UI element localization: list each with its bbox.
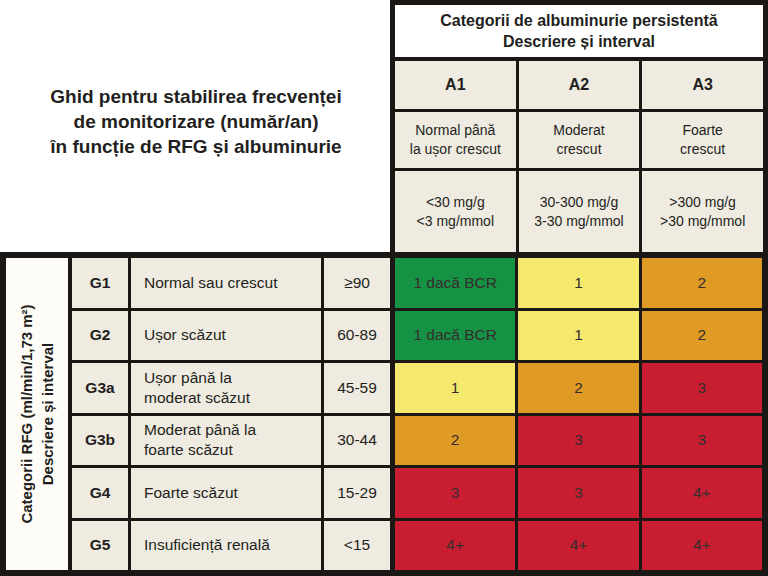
gfr-desc-g5: Insuficiență renală <box>131 521 321 571</box>
heat-cell-g4-a2: 3 <box>518 468 638 518</box>
gfr-code-g3a: G3a <box>72 363 128 413</box>
heat-cell-g2-a2: 1 <box>518 311 638 361</box>
albuminuria-range-a2: 30-300 mg/g 3-30 mg/mmol <box>519 171 640 252</box>
heat-cell-g2-a1: 1 dacă BCR <box>395 311 515 361</box>
albuminuria-header-line1: Categorii de albuminurie persistentă <box>395 10 763 31</box>
heat-cell-g3b-a3: 3 <box>642 416 762 466</box>
gfr-desc-g4: Foarte scăzut <box>131 468 321 518</box>
gfr-desc-g3a: Ușor până la moderat scăzut <box>131 363 321 413</box>
page-title: Ghid pentru stabilirea frecvenței de mon… <box>0 84 392 159</box>
heat-cell-g1-a1: 1 dacă BCR <box>395 258 515 308</box>
gfr-category-grid: G1 Normal sau crescut ≥90 G2 Ușor scăzut… <box>72 258 390 570</box>
gfr-code-g1: G1 <box>72 258 128 308</box>
page-title-line1: Ghid pentru stabilirea frecvenței <box>0 84 392 109</box>
albuminuria-code-a2: A2 <box>519 61 640 109</box>
heat-cell-g5-a3: 4+ <box>642 521 762 571</box>
heat-cell-g2-a3: 2 <box>642 311 762 361</box>
gfr-table: Categorii RFG (ml/min/1,73 m²) Descriere… <box>0 252 768 576</box>
heat-cell-g5-a2: 4+ <box>518 521 638 571</box>
gfr-range-g4: 15-29 <box>324 468 390 518</box>
gfr-code-g5: G5 <box>72 521 128 571</box>
kdigo-monitoring-chart: Ghid pentru stabilirea frecvenței de mon… <box>0 0 768 576</box>
gfr-code-g3b: G3b <box>72 416 128 466</box>
albuminuria-header-table: Categorii de albuminurie persistentă Des… <box>390 0 768 252</box>
gfr-range-g3b: 30-44 <box>324 416 390 466</box>
gfr-desc-g2: Ușor scăzut <box>131 311 321 361</box>
gfr-axis-label-line1: Categorii RFG (ml/min/1,73 m²) <box>16 258 37 570</box>
heat-cell-g3a-a1: 1 <box>395 363 515 413</box>
gfr-code-g4: G4 <box>72 468 128 518</box>
page-title-line2: de monitorizare (număr/an) <box>0 109 392 134</box>
albuminuria-desc-a2: Moderat crescut <box>519 112 640 168</box>
heat-cell-g1-a2: 1 <box>518 258 638 308</box>
page-title-line3: în funcție de RFG și albuminurie <box>0 134 392 159</box>
heat-cell-g3b-a1: 2 <box>395 416 515 466</box>
gfr-code-g2: G2 <box>72 311 128 361</box>
albuminuria-grid: A1 A2 A3 Normal până la ușor crescut Mod… <box>395 61 763 252</box>
albuminuria-range-a3: >300 mg/g >30 mg/mmol <box>642 171 763 252</box>
albuminuria-range-a1: <30 mg/g <3 mg/mmol <box>395 171 516 252</box>
heat-cell-g3a-a3: 3 <box>642 363 762 413</box>
gfr-range-g5: <15 <box>324 521 390 571</box>
albuminuria-header: Categorii de albuminurie persistentă Des… <box>395 5 763 57</box>
gfr-axis-label-column: Categorii RFG (ml/min/1,73 m²) Descriere… <box>6 258 68 570</box>
gfr-range-g2: 60-89 <box>324 311 390 361</box>
heat-cell-g3b-a2: 3 <box>518 416 638 466</box>
gfr-desc-g3b: Moderat până la foarte scăzut <box>131 416 321 466</box>
albuminuria-code-a3: A3 <box>642 61 763 109</box>
frequency-heatmap: 1 dacă BCR 1 2 1 dacă BCR 1 2 1 2 3 2 3 … <box>395 258 762 570</box>
heat-cell-g5-a1: 4+ <box>395 521 515 571</box>
heat-cell-g1-a3: 2 <box>642 258 762 308</box>
heat-cell-g4-a1: 3 <box>395 468 515 518</box>
gfr-desc-g1: Normal sau crescut <box>131 258 321 308</box>
heat-cell-g3a-a2: 2 <box>518 363 638 413</box>
albuminuria-desc-a1: Normal până la ușor crescut <box>395 112 516 168</box>
heat-cell-g4-a3: 4+ <box>642 468 762 518</box>
gfr-axis-label: Categorii RFG (ml/min/1,73 m²) Descriere… <box>16 258 58 570</box>
gfr-axis-label-line2: Descriere și interval <box>37 258 58 570</box>
albuminuria-desc-a3: Foarte crescut <box>642 112 763 168</box>
albuminuria-code-a1: A1 <box>395 61 516 109</box>
gfr-range-g1: ≥90 <box>324 258 390 308</box>
gfr-range-g3a: 45-59 <box>324 363 390 413</box>
albuminuria-header-line2: Descriere și interval <box>395 31 763 52</box>
